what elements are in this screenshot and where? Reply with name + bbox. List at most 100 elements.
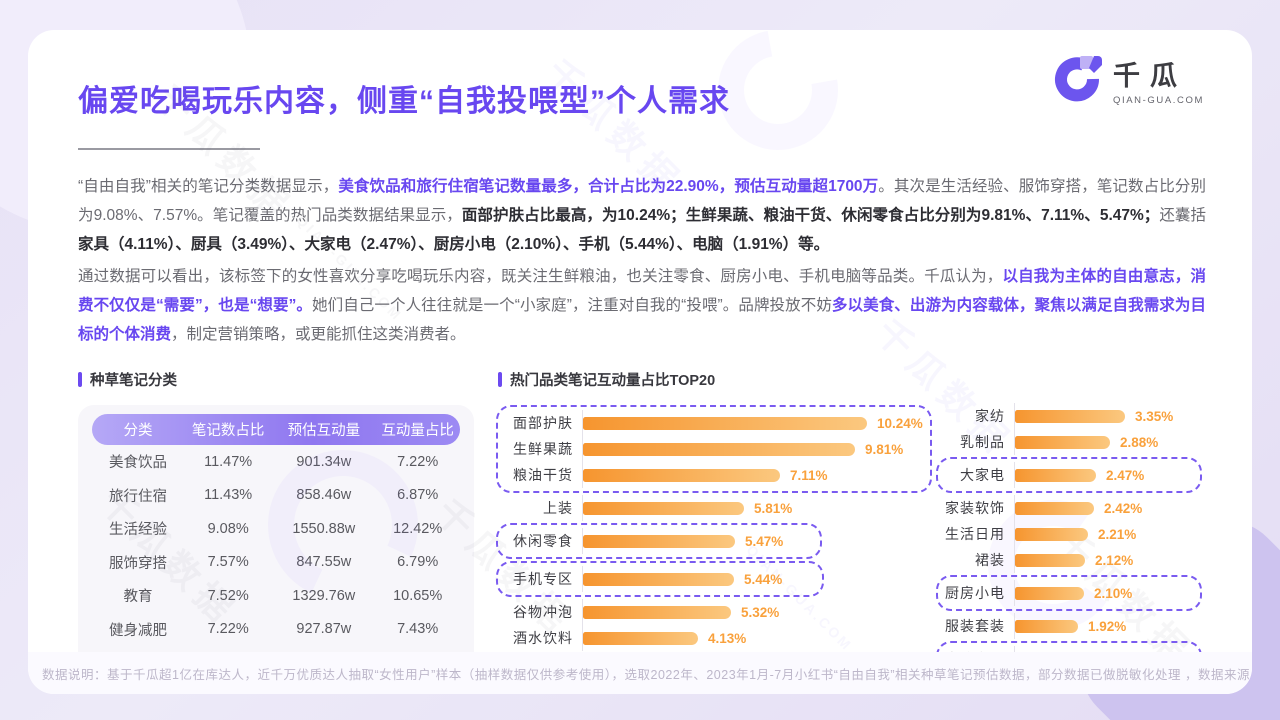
bar-label: 面部护肤	[513, 415, 573, 431]
col-header: 预估互动量	[287, 423, 361, 439]
report-card: 千瓜数据 千瓜数据 千瓜数据 千瓜数据 千瓜数据 千瓜数据 QIAN-GUA.C…	[28, 30, 1252, 694]
bar	[583, 605, 731, 619]
logo-text: 千瓜 QIAN-GUA.COM	[1113, 54, 1204, 106]
chart-row: 乳制品 2.88%	[938, 429, 1202, 455]
bar	[1015, 409, 1125, 423]
section-marker	[78, 372, 82, 387]
table-cell: 旅行住宿	[109, 488, 167, 505]
chart-row: 家纺 3.35%	[938, 403, 1202, 429]
table-cell: 健身减肥	[109, 622, 167, 639]
bar-value: 1.92%	[1088, 618, 1127, 634]
bar-value: 2.21%	[1098, 526, 1137, 542]
logo-domain: QIAN-GUA.COM	[1113, 95, 1204, 106]
table-cell: 858.46w	[296, 487, 352, 504]
table-section-title: 种草笔记分类	[78, 369, 474, 390]
bar-zone: 2.12%	[1014, 547, 1202, 573]
bar	[583, 501, 744, 515]
bar-label: 休闲零食	[513, 533, 573, 549]
bar	[583, 468, 780, 482]
notes-category-section: 种草笔记分类 分类 笔记数占比 预估互动量 互动量占比 美食饮品 11.47% 90…	[78, 369, 474, 694]
chart-row: 家装软饰 2.42%	[938, 495, 1202, 521]
text-run: 家具（4.11%）、厨具（3.49%）、大家电（2.47%）、厨房小电（2.10…	[78, 236, 830, 253]
intro-text: “自由自我”相关的笔记分类数据显示，美食饮品和旅行住宿笔记数量最多，合计占比为2…	[78, 172, 1206, 349]
chart-row: 酒水饮料 4.13%	[498, 625, 936, 651]
bar-value: 2.47%	[1106, 467, 1145, 483]
table-row: 健身减肥 7.22% 927.87w 7.43%	[92, 613, 460, 647]
bar-zone: 2.88%	[1014, 429, 1202, 455]
bar-chart-top11-20: 家纺 3.35% 乳制品 2.88% 大家电 2.47% 家装软饰 2.42% 生活日用 2.21…	[936, 403, 1202, 694]
section-title-text: 热门品类笔记互动量占比TOP20	[510, 373, 716, 389]
col-header: 互动量占比	[381, 423, 454, 439]
paragraph-2: 通过数据可以看出，该标签下的女性喜欢分享吃喝玩乐内容，既关注生鲜粮油，也关注零食…	[78, 262, 1206, 349]
bar-zone: 1.92%	[1014, 613, 1202, 639]
text-run: 美食饮品和旅行住宿笔记数量最多，合计占比为22.90%，预估互动量超1700万	[338, 178, 879, 195]
title-underline	[78, 148, 260, 150]
section-title-text: 种草笔记分类	[90, 373, 177, 389]
table-cell: 7.43%	[397, 621, 439, 638]
text-run: 以自我为主体的自由意志，消费不仅仅是“需要”，也是“想要”。	[78, 268, 1206, 314]
table-cell: 10.65%	[393, 587, 443, 604]
table-body: 美食饮品 11.47% 901.34w 7.22% 旅行住宿 11.43% 858.46w 6…	[92, 445, 460, 680]
text-run: 通过数据可以看出，该标签下的女性喜欢分享吃喝玩乐内容，既关注生鲜粮油，也关注零食…	[78, 268, 1003, 285]
bar-value: 5.32%	[741, 604, 780, 620]
chart-row: 休闲零食 5.47%	[498, 528, 820, 554]
bar-zone: 2.10%	[1014, 580, 1200, 606]
brand-logo: 千瓜 QIAN-GUA.COM	[1051, 54, 1204, 106]
chart-row: 大家电 2.47%	[938, 462, 1200, 488]
bar-zone: 2.47%	[1014, 462, 1200, 488]
charts-row: 面部护肤 10.24% 生鲜果蔬 9.81% 粮油干货 7.11% 上装 5.81% 休闲零食 5…	[496, 403, 1202, 694]
bar-label: 大家电	[960, 467, 1005, 483]
page-title: 偏爱吃喝玩乐内容，侧重“自我投喂型”个人需求	[78, 85, 730, 118]
col-header: 分类	[123, 423, 153, 439]
table-row: 生活经验 9.08% 1550.88w 12.42%	[92, 512, 460, 546]
bar-value: 9.81%	[865, 441, 904, 457]
bar-zone: 3.35%	[1014, 403, 1202, 429]
bar	[583, 534, 735, 548]
text-run: ，制定营销策略，或更能抓住这类消费者。	[171, 326, 466, 343]
bar-value: 4.13%	[708, 630, 747, 646]
text-run: 面部护肤占比最高，为10.24%；生鲜果蔬、粮油干货、休闲零食占比分别为9.81…	[461, 207, 1160, 224]
table-row: 美食饮品 11.47% 901.34w 7.22%	[92, 445, 460, 479]
bar-value: 2.88%	[1120, 434, 1159, 450]
bar-label: 厨房小电	[945, 585, 1005, 601]
bar	[1015, 619, 1078, 633]
chart-row: 生活日用 2.21%	[938, 521, 1202, 547]
text-run: 多以美食、出游为内容载体，聚焦以满足自我需求为目标的个体消费	[78, 297, 1206, 343]
bar-zone: 7.11%	[582, 462, 930, 488]
chart-row: 裙装 2.12%	[938, 547, 1202, 573]
bar-label: 家装软饰	[945, 500, 1005, 516]
bar-zone: 9.81%	[582, 436, 930, 462]
chart-row: 生鲜果蔬 9.81%	[498, 436, 930, 462]
table-cell: 7.22%	[207, 621, 249, 638]
table-cell: 6.87%	[397, 487, 439, 504]
logo-name: 千瓜	[1113, 61, 1188, 91]
table-cell: 7.52%	[207, 587, 249, 604]
chart-row: 服装套装 1.92%	[938, 613, 1202, 639]
bar	[1015, 435, 1110, 449]
chart-row: 谷物冲泡 5.32%	[498, 599, 936, 625]
bar	[583, 442, 855, 456]
highlight-box: 手机专区 5.44%	[496, 561, 824, 597]
chart-row: 厨房小电 2.10%	[938, 580, 1200, 606]
category-table: 分类 笔记数占比 预估互动量 互动量占比 美食饮品 11.47% 901.34w 7.…	[78, 405, 474, 675]
bar-chart-top1-10: 面部护肤 10.24% 生鲜果蔬 9.81% 粮油干货 7.11% 上装 5.81% 休闲零食 5…	[496, 403, 936, 694]
table-cell: 847.55w	[296, 554, 352, 571]
bar-label: 生鲜果蔬	[513, 441, 573, 457]
bar	[1015, 586, 1084, 600]
table-row: 旅行住宿 11.43% 858.46w 6.87%	[92, 479, 460, 513]
table-cell: 7.57%	[207, 554, 249, 571]
table-cell: 服饰穿搭	[109, 555, 167, 572]
chart-row: 手机专区 5.44%	[498, 566, 822, 592]
bar	[583, 572, 734, 586]
bar-zone: 2.42%	[1014, 495, 1202, 521]
table-cell: 生活经验	[109, 522, 167, 539]
table-cell: 11.43%	[204, 487, 253, 504]
bar	[1015, 553, 1085, 567]
bar-value: 2.12%	[1095, 552, 1134, 568]
bar-label: 谷物冲泡	[513, 604, 573, 620]
bar-zone: 5.44%	[582, 566, 822, 592]
chart-row: 面部护肤 10.24%	[498, 410, 930, 436]
bar-value: 5.47%	[745, 533, 784, 549]
bar-value: 3.35%	[1135, 408, 1174, 424]
table-row: 教育 7.52% 1329.76w 10.65%	[92, 579, 460, 613]
